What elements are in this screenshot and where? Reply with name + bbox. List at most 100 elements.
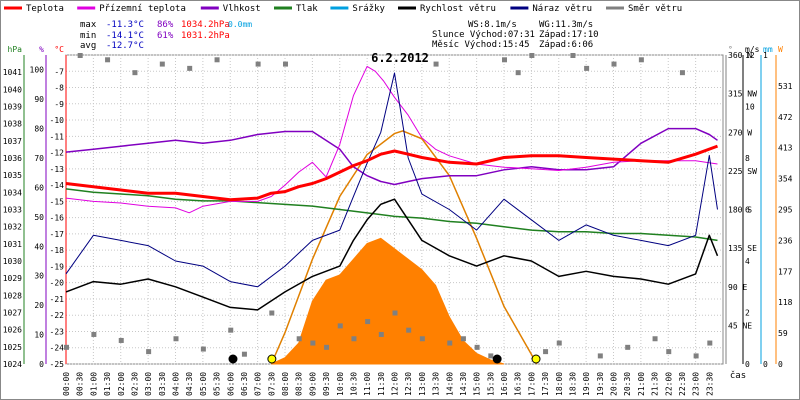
tick-label-solar: 59	[778, 329, 788, 338]
wind-direction-point	[570, 53, 576, 58]
series-solar-radiation	[271, 237, 505, 365]
tick-label-temp: -19	[50, 262, 65, 271]
x-tick-label: 11:00	[363, 372, 372, 396]
tick-label-hum: 80	[34, 125, 44, 134]
tick-label-temp: -23	[50, 327, 65, 336]
legend-entry: Srážky	[352, 4, 385, 14]
tick-label-press: 1027	[3, 309, 22, 318]
tick-label-solar: 295	[778, 206, 793, 215]
tick-label-temp: -11	[50, 132, 65, 141]
wind-direction-point	[693, 353, 699, 359]
x-tick-label: 12:30	[404, 372, 413, 396]
info-sunset: Západ:17:10	[539, 30, 599, 40]
x-tick-label: 19:30	[596, 372, 605, 396]
tick-label-hum: 50	[34, 213, 44, 222]
wind-direction-point	[269, 310, 275, 316]
x-tick-label: 18:30	[568, 372, 577, 396]
x-tick-label: 00:00	[62, 372, 71, 396]
wind-direction-point	[296, 336, 302, 342]
stats-min-press: 1031.2hPa	[181, 31, 230, 41]
tick-label-press: 1040	[3, 85, 22, 94]
axis-unit-wind: m/s	[745, 45, 760, 54]
x-tick-label: 23:00	[692, 372, 701, 396]
legend-entry: Tlak	[296, 4, 318, 14]
tick-label-solar: 118	[778, 298, 793, 307]
wind-direction-point	[543, 349, 549, 355]
axis-unit-temp: °C	[54, 45, 64, 54]
tick-label-hum: 70	[34, 154, 44, 163]
legend-entry: Přízemní teplota	[99, 4, 186, 14]
x-tick-label: 02:30	[130, 372, 139, 396]
x-tick-label: 13:00	[418, 372, 427, 396]
moonset-marker	[228, 354, 238, 364]
tick-label-press: 1024	[3, 360, 22, 369]
axis-unit-rain: mm	[763, 45, 773, 54]
tick-label-press: 1035	[3, 171, 22, 180]
wind-direction-point	[707, 340, 713, 346]
tick-label-temp: -7	[54, 67, 64, 76]
tick-label-temp: -24	[50, 344, 65, 353]
wind-direction-point	[515, 70, 521, 76]
tick-label-solar: 413	[778, 144, 793, 153]
tick-label-press: 1025	[3, 343, 22, 352]
wind-direction-point	[159, 61, 165, 67]
info-wind-gust: WG:11.3m/s	[539, 20, 593, 30]
tick-label-wind: 6	[745, 206, 750, 215]
wind-direction-point	[146, 349, 152, 355]
x-tick-label: 15:00	[473, 372, 482, 396]
tick-label-solar: 236	[778, 236, 793, 245]
wind-direction-point	[652, 336, 658, 342]
tick-label-hum: 0	[39, 360, 44, 369]
x-tick-label: 07:30	[267, 372, 276, 396]
tick-label-temp: -9	[54, 100, 64, 109]
legend-entry: Náraz větru	[532, 4, 592, 14]
tick-label-press: 1032	[3, 223, 22, 232]
chart-title: 6.2.2012	[371, 51, 429, 65]
tick-label-press: 1034	[3, 188, 22, 197]
x-tick-label: 04:30	[185, 372, 194, 396]
tick-label-dir: 45 NE	[728, 321, 752, 330]
tick-label-dir: 180 S	[728, 206, 752, 215]
wind-direction-point	[105, 57, 111, 63]
tick-label-hum: 10	[34, 331, 44, 340]
x-tick-label: 20:30	[623, 372, 632, 396]
wind-direction-point	[556, 340, 562, 346]
wind-direction-point	[611, 61, 617, 67]
tick-label-press: 1031	[3, 240, 22, 249]
x-tick-label: 21:00	[637, 372, 646, 396]
stats-max-label: max	[80, 20, 97, 30]
wind-direction-point	[118, 337, 124, 343]
tick-label-dir: 270 W	[728, 128, 752, 137]
stats-avg-temp: -12.7°C	[106, 41, 144, 51]
stats-min-temp: -14.1°C	[106, 31, 144, 41]
wind-direction-point	[214, 57, 220, 63]
series-humidity	[65, 127, 718, 186]
tick-label-press: 1041	[3, 68, 22, 77]
tick-label-temp: -25	[50, 360, 65, 369]
x-tick-label: 14:00	[445, 372, 454, 396]
tick-label-wind: 0	[745, 360, 750, 369]
x-tick-label: 16:30	[514, 372, 523, 396]
x-tick-label: 05:30	[213, 372, 222, 396]
tick-label-press: 1037	[3, 137, 22, 146]
wind-direction-point	[64, 344, 69, 350]
x-tick-label: 01:00	[89, 372, 98, 396]
tick-label-temp: -15	[50, 197, 65, 206]
axis-unit-solar: W	[778, 45, 783, 54]
series-theoretical-solar	[270, 130, 538, 365]
x-tick-label: 08:00	[281, 372, 290, 396]
stats-max-press: 1034.2hPa	[181, 20, 230, 30]
info-moonset: Západ:6:06	[539, 40, 593, 50]
tick-label-hum: 40	[34, 242, 44, 251]
x-tick-label: 17:00	[527, 372, 536, 396]
wind-direction-point	[447, 340, 453, 346]
wind-direction-point	[679, 70, 685, 76]
x-tick-label: 01:30	[103, 372, 112, 396]
series-wind-speed	[65, 198, 719, 311]
legend-entry: Rychlost větru	[420, 4, 496, 14]
legend-entry: Vlhkost	[223, 4, 261, 14]
tick-label-hum: 30	[34, 272, 44, 281]
x-tick-label: 05:00	[199, 372, 208, 396]
axis-unit-press: hPa	[8, 45, 23, 54]
